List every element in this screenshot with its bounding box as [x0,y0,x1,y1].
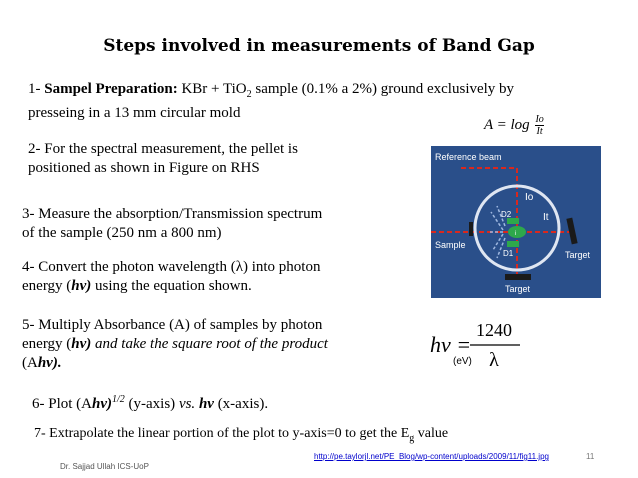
step-6-b: (y-axis) [124,396,179,412]
step-1-number: 1- [28,81,45,97]
sphere-center-icon [508,226,526,238]
absorbance-formula: A = log Io It [484,114,544,137]
io-label: Io [525,192,534,203]
step-2-line-2: positioned as shown in Figure on RHS [28,160,260,176]
step-5: 5- Multiply Absorbance (A) of samples by… [22,316,422,373]
step-1-label: Sampel Preparation: [44,81,178,97]
footer-author: Dr. Sajjad Ullah ICS-UoP [60,462,149,471]
sphere-outline [473,184,561,272]
sphere-diagram: Reference beam Io It D2 D1 i Sample Targ… [431,146,601,298]
step-6-a: 6- Plot (A [32,396,92,412]
center-label: i [515,231,516,237]
energy-numerator: 1240 [476,320,512,340]
absorbance-fraction: Io It [535,114,544,137]
step-1-text-b: sample (0.1% a 2%) ground exclusively by [251,81,515,97]
slide-title: Steps involved in measurements of Band G… [103,36,535,56]
page-number: 11 [586,452,595,461]
step-7-a: 7- Extrapolate the linear portion of the… [34,426,410,441]
step-1-line-2: presseing in a 13 mm circular mold [28,105,241,121]
step-6-d: (x-axis). [213,396,269,412]
step-5-line-3-a: (A [22,355,38,371]
step-6: 6- Plot (Ahν)1/2 (y-axis) vs. hν (x-axis… [32,390,432,414]
source-link[interactable]: http://pe.taylorjl.net/PE_Blog/wp-conten… [314,452,549,461]
step-2: 2- For the spectral measurement, the pel… [28,140,408,178]
step-3-line-1: 3- Measure the absorption/Transmission s… [22,206,323,222]
step-6-hv-2: hν [198,396,214,412]
step-1: 1- Sampel Preparation: KBr + TiO2 sample… [28,80,568,123]
target-right-icon [566,217,578,245]
it-label: It [543,212,549,223]
energy-equation: hν = 1240 λ [430,320,520,371]
reference-beam-label: Reference beam [435,152,502,162]
step-4: 4- Convert the photon wavelength (λ) int… [22,258,422,296]
absorbance-numerator: Io [535,114,544,126]
integrating-sphere-figure: Reference beam Io It D2 D1 i Sample Targ… [431,146,601,298]
step-4-line-2-a: energy ( [22,278,72,294]
target-right-label: Target [565,250,591,260]
absorbance-denominator: It [536,126,543,137]
step-2-line-1: 2- For the spectral measurement, the pel… [28,141,298,157]
step-5-line-2-a: energy ( [22,336,72,352]
step-5-line-1: 5- Multiply Absorbance (A) of samples by… [22,317,323,333]
d2-label: D2 [501,210,512,219]
energy-unit: (eV) [453,356,472,367]
sample-label: Sample [435,240,466,250]
sample-holder-icon [469,222,473,236]
step-5-line-2-b: and take the square root of the product [91,336,328,352]
detector-d1-icon [507,241,519,247]
step-1-subscript: 2 [246,89,252,100]
target-bottom-icon [505,274,531,280]
step-6-vs: vs. [178,396,196,412]
step-4-hv: hν) [71,278,92,294]
target-bottom-label: Target [505,284,531,294]
step-1-text-a: KBr + TiO [177,81,247,97]
step-7-subscript: g [409,432,415,444]
step-6-hv: hν) [92,396,112,412]
step-7-b: value [414,426,449,441]
detector-d2-icon [507,218,519,224]
step-4-line-1: 4- Convert the photon wavelength (λ) int… [22,259,321,275]
step-5-hv: hν) [71,336,92,352]
step-3: 3- Measure the absorption/Transmission s… [22,205,422,243]
absorbance-lhs: A = log [484,116,530,133]
d1-label: D1 [503,249,514,258]
energy-lhs: hν = [430,332,471,357]
step-6-sup: 1/2 [112,394,125,405]
energy-denominator: λ [489,349,499,371]
step-5-hv-2: hν). [37,355,62,371]
scatter-arrows [489,205,506,259]
step-7: 7- Extrapolate the linear portion of the… [34,424,594,448]
step-4-line-2-b: using the equation shown. [91,278,252,294]
step-3-line-2: of the sample (250 nm a 800 nm) [22,225,222,241]
